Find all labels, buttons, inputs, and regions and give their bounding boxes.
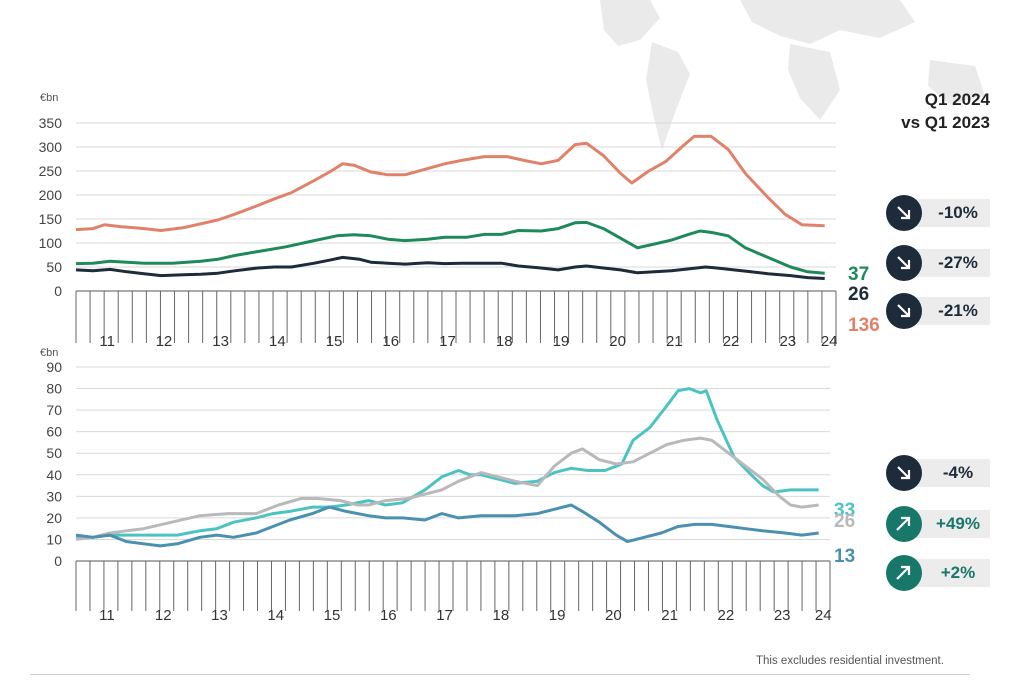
end-value-label: 26 (848, 284, 869, 305)
end-value-label: 136 (848, 315, 880, 336)
header-comparison: vs Q1 2023 (901, 113, 990, 132)
arrow-down-right-icon (886, 293, 922, 329)
badge-percent: -4% (942, 463, 974, 482)
badge-percent: +49% (936, 514, 980, 533)
x-tick-label: 13 (212, 333, 229, 350)
series-line-orange (75, 134, 825, 232)
y-tick-label: 70 (46, 402, 62, 418)
y-tick-label: 250 (39, 163, 63, 179)
change-badge: -10% (886, 195, 990, 231)
arrow-down-right-icon (886, 245, 922, 281)
x-tick-label: 19 (549, 607, 566, 624)
x-tick-label: 11 (99, 607, 115, 624)
bottom-divider (30, 674, 970, 675)
x-tick-label: 19 (553, 333, 570, 350)
chart1-unit-label: €bn (40, 92, 59, 104)
y-tick-label: 30 (46, 488, 62, 504)
x-tick-label: 22 (718, 607, 735, 624)
chart2-unit-label: €bn (40, 347, 59, 359)
x-tick-label: 22 (723, 333, 740, 350)
chart-bottom: 0 10 20 30 40 50 60 70 80 90 11 12 13 14 15 16 17 18 19 20 2… (46, 359, 855, 624)
x-tick-label: 13 (211, 607, 228, 624)
series-line-steel (75, 503, 819, 548)
end-value-label: 33 (834, 500, 855, 521)
y-tick-label: 200 (39, 187, 63, 203)
header-period: Q1 2024 (924, 90, 990, 109)
series-line-grey (75, 436, 819, 541)
x-tick-label: 21 (666, 333, 683, 350)
comparison-header: Q1 2024 vs Q1 2023 (901, 88, 990, 134)
change-badge: +49% (886, 506, 990, 542)
badge-percent: -27% (938, 253, 978, 272)
x-tick-label: 12 (155, 607, 172, 624)
end-value-label: 37 (848, 264, 869, 285)
x-tick-label: 20 (605, 607, 622, 624)
change-badge: -4% (886, 455, 990, 491)
change-badge: -21% (886, 293, 990, 329)
y-tick-label: 300 (39, 139, 63, 155)
arrow-down-right-icon (886, 195, 922, 231)
end-value-label: 13 (834, 546, 855, 567)
world-map-watermark (600, 0, 985, 150)
footnote: This excludes residential investment. (756, 655, 944, 667)
y-tick-label: 40 (46, 467, 62, 483)
x-tick-label: 15 (324, 607, 341, 624)
x-tick-label: 23 (779, 333, 796, 350)
series-line-navy (75, 255, 825, 280)
y-tick-label: 350 (39, 115, 63, 131)
change-badge: -27% (886, 245, 990, 281)
y-tick-label: 80 (46, 381, 62, 397)
x-tick-label: 18 (492, 607, 509, 624)
y-tick-label: 100 (39, 235, 63, 251)
y-tick-label: 150 (39, 211, 63, 227)
x-tick-label: 23 (774, 607, 791, 624)
arrow-up-right-icon (886, 555, 922, 591)
arrow-down-right-icon (886, 455, 922, 491)
y-tick-label: 0 (54, 283, 62, 299)
chart-top: 0 50 100 150 200 250 300 350 11 12 13 14 15 16 17 18 19 2… (39, 115, 880, 350)
x-tick-label: 24 (821, 333, 838, 350)
x-tick-label: 17 (439, 333, 456, 350)
series-line-green (75, 220, 825, 275)
y-tick-label: 60 (46, 424, 62, 440)
y-tick-label: 0 (54, 553, 62, 569)
x-tick-label: 15 (326, 333, 343, 350)
x-tick-label: 17 (436, 607, 453, 624)
y-tick-label: 20 (46, 510, 62, 526)
y-tick-label: 90 (46, 359, 62, 375)
x-tick-label: 24 (815, 607, 832, 624)
x-tick-label: 16 (382, 333, 399, 350)
x-tick-label: 11 (99, 333, 115, 350)
x-tick-label: 16 (380, 607, 397, 624)
y-tick-label: 50 (46, 445, 62, 461)
end-value-label: 26 (834, 511, 855, 532)
badge-percent: -21% (938, 301, 978, 320)
x-tick-label: 14 (267, 607, 284, 624)
change-badge: +2% (886, 555, 990, 591)
x-tick-label: 12 (156, 333, 173, 350)
x-tick-label: 21 (661, 607, 678, 624)
arrow-up-right-icon (886, 506, 922, 542)
x-tick-label: 14 (269, 333, 286, 350)
x-tick-label: 20 (609, 333, 626, 350)
badge-percent: +2% (940, 563, 976, 582)
y-tick-label: 10 (46, 531, 62, 547)
badge-percent: -10% (938, 203, 978, 222)
y-tick-label: 50 (46, 259, 62, 275)
x-tick-label: 18 (496, 333, 513, 350)
